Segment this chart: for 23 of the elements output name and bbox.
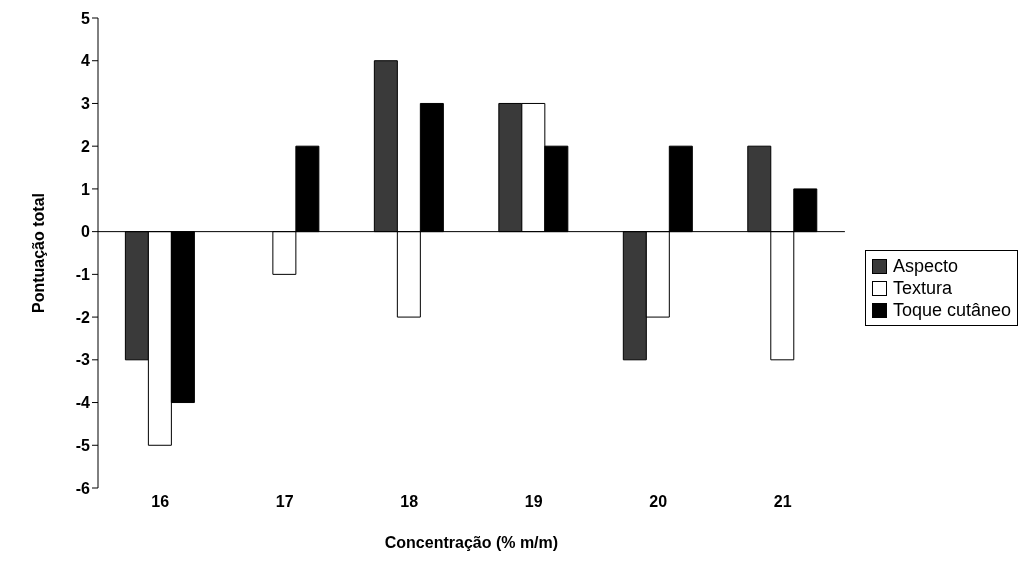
y-tick-label: 0	[81, 223, 91, 241]
y-tick-label: 4	[81, 52, 91, 70]
y-tick-label: -1	[75, 266, 91, 284]
y-tick-label: -2	[75, 308, 91, 326]
y-tick-label: 5	[81, 9, 91, 27]
x-tick-label: 19	[524, 493, 543, 511]
x-tick-label: 20	[649, 493, 668, 511]
x-axis-title: Concentração (% m/m)	[384, 534, 559, 551]
y-tick-label: 3	[81, 95, 91, 113]
legend-label: Textura	[892, 277, 952, 299]
x-tick-label: 17	[275, 493, 294, 511]
legend-label: Aspecto	[892, 255, 958, 277]
y-tick-label: 2	[81, 137, 91, 155]
y-tick-label: -6	[75, 479, 91, 497]
legend-label: Toque cutâneo	[892, 299, 1011, 321]
x-tick-label: 18	[400, 493, 419, 511]
y-tick-label: 1	[81, 180, 91, 198]
y-axis-title: Pontuação total	[29, 192, 47, 314]
x-tick-label: 16	[151, 493, 170, 511]
x-tick-label: 21	[773, 493, 792, 511]
y-tick-label: -4	[75, 394, 91, 412]
y-tick-label: -5	[75, 436, 91, 454]
y-tick-label: -3	[75, 351, 91, 369]
